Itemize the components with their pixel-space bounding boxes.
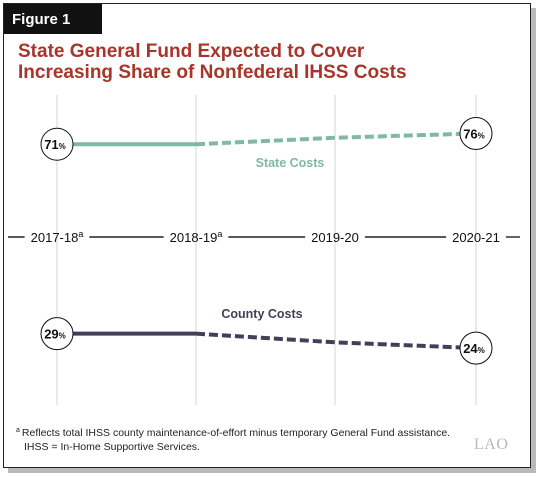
- lao-logo: LAO: [474, 436, 509, 453]
- tick-label-2018-19: 2018-19a: [170, 229, 223, 245]
- tick-superscript: a: [217, 229, 222, 239]
- state-marker-2017-18: [40, 127, 74, 161]
- state-marker-2020-21: [459, 116, 493, 150]
- figure-label: Figure 1: [4, 4, 102, 34]
- tick-superscript: a: [78, 229, 83, 239]
- category-axis: 2017-18a 2018-19a 2019-20 2020-21: [8, 229, 520, 245]
- county-series-label: County Costs: [221, 307, 302, 321]
- footnotes: a Reflects total IHSS county maintenance-…: [16, 424, 450, 454]
- value-unit: %: [59, 142, 66, 151]
- county-marker-2017-18: [40, 317, 74, 351]
- value-unit: %: [478, 346, 485, 355]
- tick-label-2019-20: 2019-20: [311, 230, 359, 245]
- state-series-label: State Costs: [256, 156, 325, 170]
- state-line-projected: [195, 131, 477, 147]
- title-line-2: Increasing Share of Nonfederal IHSS Cost…: [18, 62, 407, 83]
- value-labels: 71%76%29%24%: [40, 116, 493, 365]
- county-marker-2020-21: [459, 331, 493, 365]
- tick-label-2017-18: 2017-18a: [31, 229, 84, 245]
- chart-title: State General Fund Expected to Cover Inc…: [18, 41, 518, 83]
- tick-label-2020-21: 2020-21: [452, 230, 500, 245]
- series-lines: State Costs County Costs: [57, 131, 477, 351]
- footnote-abbreviation: IHSS = In-Home Supportive Services.: [24, 441, 200, 453]
- figure-frame: Figure 1 State General Fund Expected to …: [3, 3, 531, 468]
- title-line-1: State General Fund Expected to Cover: [18, 41, 365, 62]
- county-line-projected: [195, 331, 477, 351]
- value-unit: %: [59, 332, 66, 341]
- footnote-a: a Reflects total IHSS county maintenance-…: [16, 427, 451, 439]
- value-unit: %: [478, 131, 485, 140]
